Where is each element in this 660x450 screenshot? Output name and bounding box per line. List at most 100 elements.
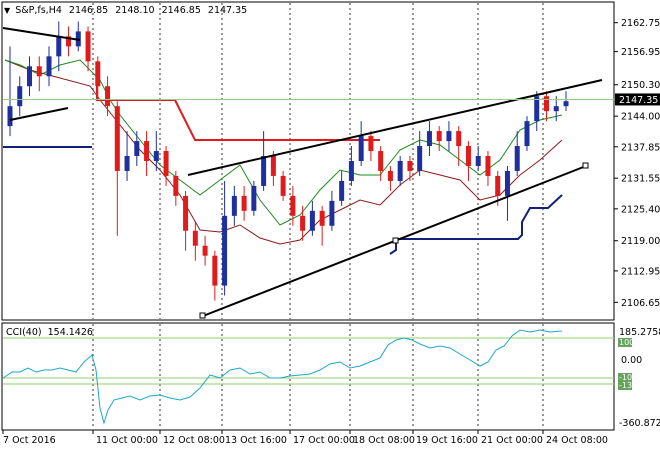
time-axis-label: 21 Oct 00:00 xyxy=(481,435,543,446)
candle-bull xyxy=(309,210,315,231)
candle-bear xyxy=(105,86,111,107)
price-axis-label: 2125.40 xyxy=(621,204,660,215)
candle-bull xyxy=(251,185,257,211)
candle-bear xyxy=(212,255,218,286)
candle-bull xyxy=(56,36,62,57)
cci-level-tag-minus-100 xyxy=(618,373,632,382)
candle-bull xyxy=(261,156,267,186)
time-axis-label: 19 Oct 16:00 xyxy=(416,435,478,446)
candle-bull xyxy=(134,141,140,157)
trendline-handle[interactable] xyxy=(582,162,589,169)
time-axis: 7 Oct 2016 11 Oct 00:00 12 Oct 08:00 13 Oct… xyxy=(2,430,608,446)
cci-level-tag-minus-130 xyxy=(618,381,632,390)
channel-upper-line xyxy=(187,79,603,176)
candle-bear xyxy=(144,141,150,161)
candle-bear xyxy=(192,230,198,246)
stop-line-red xyxy=(96,75,380,141)
time-axis-label: 24 Oct 08:00 xyxy=(546,435,608,446)
trendline-handle[interactable] xyxy=(199,312,206,319)
candle-bear xyxy=(270,156,276,176)
candle-bear xyxy=(436,131,442,142)
trendline-handle[interactable] xyxy=(392,237,399,244)
candle-bear xyxy=(368,136,374,152)
candle-bull xyxy=(46,56,52,77)
stop-line-blue-right xyxy=(389,194,563,255)
time-axis-label: 18 Oct 08:00 xyxy=(353,435,415,446)
price-axis-label: 2137.85 xyxy=(621,142,660,153)
cci-axis-bottom: -360.8726 xyxy=(619,418,660,429)
cci-level-label-minus-130: -130 xyxy=(619,381,637,390)
candle-bear xyxy=(485,156,491,176)
candle-bull xyxy=(397,161,403,181)
candle-bear xyxy=(183,195,189,231)
price-axis-label: 2106.65 xyxy=(621,298,660,309)
cci-level-label-100: 100 xyxy=(619,338,634,347)
candle-bull xyxy=(446,131,452,142)
cci-level-tag-100 xyxy=(618,338,632,347)
candle-bear xyxy=(378,151,384,171)
cci-name: CCI(40) xyxy=(6,327,42,338)
candle-bull xyxy=(417,146,423,171)
candle-bull xyxy=(426,131,432,147)
candle-bear xyxy=(300,215,306,231)
candle-bear xyxy=(387,170,393,181)
open-value: 2146.85 xyxy=(69,5,108,16)
price-axis: 2162.75 2156.95 2150.30 2144.00 2137.85 2131.… xyxy=(614,18,660,309)
candle-bear xyxy=(85,31,91,62)
candle-bull xyxy=(504,170,510,196)
high-value: 2148.10 xyxy=(115,5,154,16)
candle-bull xyxy=(231,195,237,216)
candle-bear xyxy=(163,151,169,176)
trendline-top-left xyxy=(2,27,81,41)
price-axis-label: 2156.95 xyxy=(621,47,660,58)
candle-bull xyxy=(348,161,354,181)
time-axis-label: 17 Oct 00:00 xyxy=(293,435,355,446)
moving-average-slow xyxy=(4,59,563,245)
candle-bear xyxy=(495,175,501,196)
time-axis-label: 7 Oct 2016 xyxy=(3,435,56,446)
cci-value: 154.1426 xyxy=(48,327,93,338)
candle-bull xyxy=(27,66,33,87)
time-axis-label: 12 Oct 08:00 xyxy=(163,435,225,446)
candle-bear xyxy=(319,210,325,226)
candle-bull xyxy=(7,106,13,127)
cci-level-label-minus-100: -100 xyxy=(619,373,637,382)
candle-bull xyxy=(553,106,559,112)
price-axis-label: 2150.30 xyxy=(621,80,660,91)
candle-bear xyxy=(290,195,296,216)
candle-bull xyxy=(514,146,520,171)
candle-bull xyxy=(153,151,159,161)
chart-header: ▼ S&P,fs,H4 2146.85 2148.10 2146.85 2147… xyxy=(4,5,247,16)
collapse-triangle-icon: ▼ xyxy=(4,6,11,15)
price-axis-label: 2162.75 xyxy=(621,18,660,29)
candle-bull xyxy=(524,121,530,147)
time-axis-label: 11 Oct 00:00 xyxy=(96,435,158,446)
candlestick-series xyxy=(7,21,569,301)
cci-line xyxy=(2,329,563,425)
price-pane[interactable] xyxy=(1,1,615,321)
price-axis-label: 2131.55 xyxy=(621,174,660,185)
time-axis-label: 13 Oct 16:00 xyxy=(225,435,287,446)
candle-bull xyxy=(563,101,569,107)
price-axis-label: 2144.00 xyxy=(621,112,660,123)
cci-axis-top: 185.2758 xyxy=(619,327,660,338)
low-value: 2146.85 xyxy=(162,5,201,16)
candle-bear xyxy=(543,96,549,112)
current-price-tag xyxy=(615,93,660,106)
current-price-label: 2147.35 xyxy=(619,95,658,106)
candle-bull xyxy=(475,156,481,166)
candle-bull xyxy=(358,136,364,161)
close-value: 2147.35 xyxy=(208,5,247,16)
candle-bear xyxy=(280,175,286,196)
candle-bear xyxy=(202,245,208,256)
candle-bull xyxy=(124,156,130,171)
cci-axis-mid: 0.00 xyxy=(621,355,642,366)
symbol-label: S&P,fs,H4 xyxy=(15,5,62,16)
candle-bear xyxy=(36,66,42,77)
candle-bear xyxy=(173,175,179,196)
price-axis-label: 2119.00 xyxy=(621,236,660,247)
price-axis-label: 2112.95 xyxy=(621,266,660,277)
candle-bear xyxy=(241,195,247,211)
cci-pane[interactable] xyxy=(1,322,615,431)
